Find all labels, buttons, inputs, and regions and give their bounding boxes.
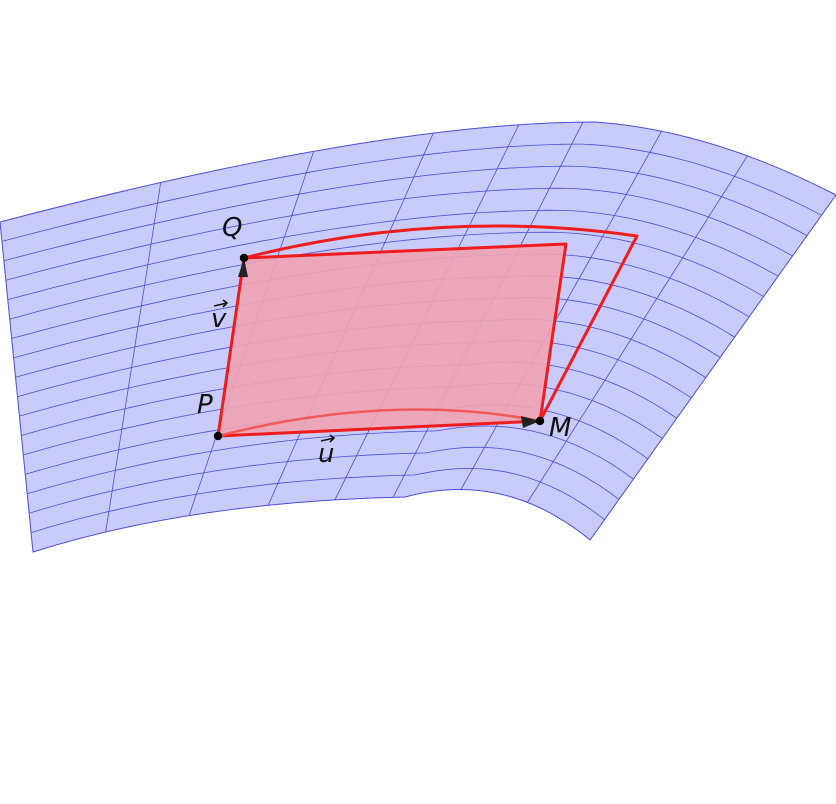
point-M	[535, 416, 545, 426]
grid-line-v	[28, 446, 620, 514]
grid-line-v	[5, 187, 793, 281]
grid-line-v	[9, 231, 764, 320]
label-P: P	[197, 390, 213, 420]
label-u: u	[318, 439, 334, 469]
vector-arrow-u	[320, 434, 336, 443]
label-v: v	[211, 304, 227, 334]
point-Q	[239, 253, 249, 263]
grid-line-u	[460, 131, 662, 490]
surface-image-curve	[243, 224, 639, 422]
u-arrowhead	[521, 416, 540, 428]
grid-line-u	[527, 155, 748, 503]
tangent-parallelogram	[216, 242, 568, 438]
grid-line-v	[27, 425, 634, 495]
v-arrowhead	[238, 258, 248, 277]
grid-line-v	[1, 143, 822, 242]
grid-line-v	[30, 467, 605, 533]
grid-line-v	[7, 209, 779, 300]
label-M: M	[549, 413, 571, 443]
label-Q: Q	[222, 213, 242, 243]
surface-bottom-curve	[217, 408, 541, 438]
point-P	[213, 431, 223, 441]
vector-arrow-v	[213, 299, 229, 308]
grid-line-u	[105, 182, 162, 533]
grid-line-v	[3, 165, 808, 262]
